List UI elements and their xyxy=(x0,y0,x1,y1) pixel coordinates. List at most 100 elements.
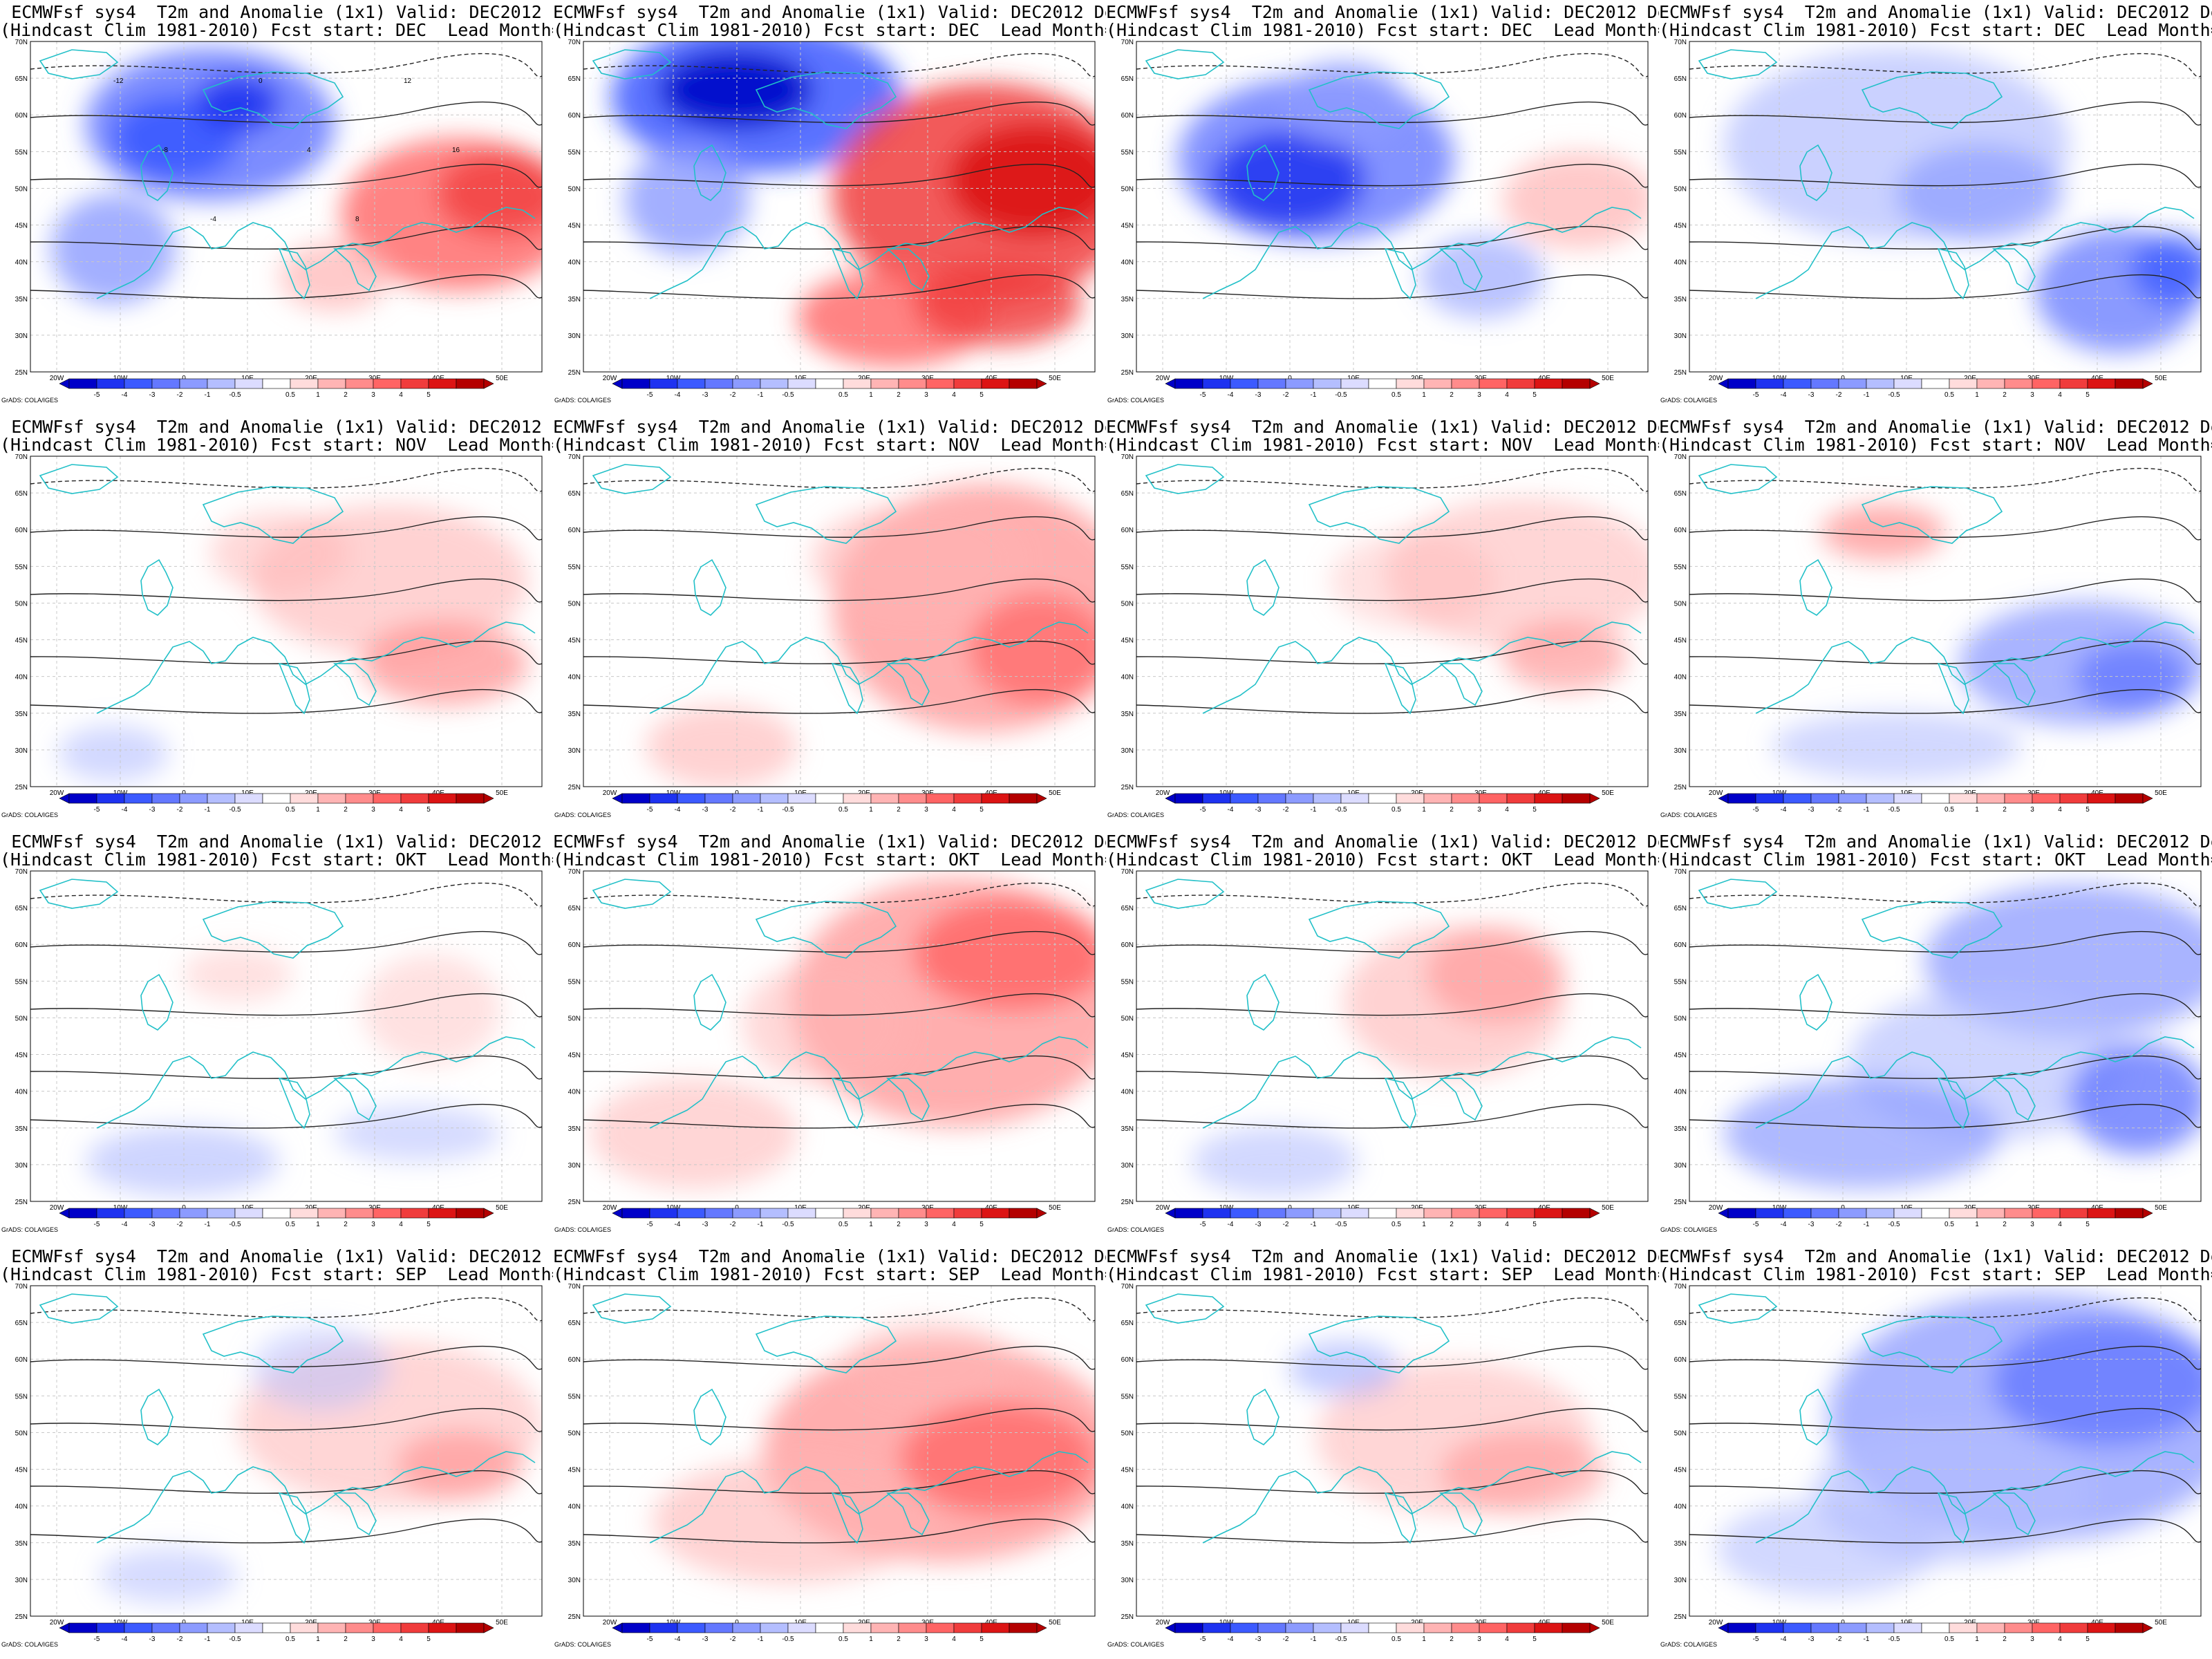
colorbar-swatch xyxy=(207,793,236,804)
colorbar-swatch xyxy=(2087,793,2116,804)
contour-line xyxy=(1136,53,1648,77)
contour-line xyxy=(1689,1407,2201,1432)
temperature-contours xyxy=(1136,882,1648,1129)
colorbar-swatch xyxy=(1285,378,1314,389)
contour-line xyxy=(30,225,542,250)
contour-line xyxy=(30,516,542,541)
colorbar-swatch xyxy=(1506,1622,1535,1633)
colorbar-swatch xyxy=(373,793,402,804)
colorbar-swatch xyxy=(898,793,927,804)
colorbar-swatch xyxy=(760,1622,789,1633)
colorbar-swatch xyxy=(1009,1622,1038,1633)
colorbar-swatch xyxy=(732,1208,761,1219)
coastline xyxy=(1861,486,2003,544)
lat-tick-label: 70N xyxy=(568,453,581,461)
coastline xyxy=(693,1388,727,1445)
colorbar-swatch xyxy=(2004,378,2033,389)
lat-tick-label: 40N xyxy=(15,259,28,267)
anomaly-blob xyxy=(196,76,279,131)
coastline xyxy=(96,621,536,714)
colorbar-tick-label: -3 xyxy=(1255,1635,1262,1643)
contour-line xyxy=(583,1518,1095,1544)
colorbar-tick-label: 3 xyxy=(2030,391,2034,399)
colorbar-tick-label: 4 xyxy=(952,391,956,399)
colorbar-tick-label: -1 xyxy=(1864,806,1870,814)
coastline xyxy=(755,486,897,544)
colorbar-swatch xyxy=(953,1622,982,1633)
lat-tick-label: 40N xyxy=(1674,674,1687,682)
anomaly-blob xyxy=(182,947,293,1002)
map-area xyxy=(30,871,542,1201)
map-area xyxy=(583,41,1095,372)
lat-tick-label: 25N xyxy=(15,784,28,791)
lat-tick-label: 45N xyxy=(1121,1467,1134,1474)
colorbar-swatch xyxy=(1866,1208,1895,1219)
colorbar-tick-label: 0.5 xyxy=(1944,806,1954,814)
colorbar-tick-label: 4 xyxy=(952,806,956,814)
colorbar-swatch xyxy=(704,378,733,389)
colorbar-swatch xyxy=(815,378,844,389)
graticule xyxy=(1689,871,2201,1201)
colorbar-swatch xyxy=(2087,378,2116,389)
colorbar-swatch xyxy=(815,793,844,804)
coastline xyxy=(1202,621,1642,714)
colorbar-tick-label: -3 xyxy=(1255,1221,1262,1228)
coastline xyxy=(1698,464,1778,494)
panel-title-line2: (Hindcast Clim 1981-2010) Fcst start: SE… xyxy=(553,1264,1106,1284)
lat-tick-label: 60N xyxy=(15,527,28,534)
colorbar-tick-label: 1 xyxy=(1975,1635,1979,1643)
anomaly-blob xyxy=(646,705,798,787)
lat-tick-label: 50N xyxy=(15,1015,28,1022)
colorbar-tick-label: 3 xyxy=(924,391,928,399)
anomaly-blob xyxy=(1994,1320,2201,1445)
colorbar-swatch xyxy=(2059,378,2088,389)
colorbar-swatch xyxy=(234,1622,263,1633)
colorbar-tick-label: -5 xyxy=(647,1221,653,1228)
anomaly-map: 70N 65N 60N 55N 50N 45N 40N 35N 30N 25N 20W 10W 0 10E… xyxy=(568,39,1096,399)
anomaly-blob xyxy=(438,152,542,235)
colorbar: -5 -4 -3 -2 -1 -0.5 0.5 1 2 3 4 5 xyxy=(612,1208,1047,1228)
anomaly-map: 70N 65N 60N 55N 50N 45N 40N 35N 30N 25N 20W 10W 0 10E… xyxy=(1674,1283,2202,1643)
colorbar-tick-label: -4 xyxy=(675,1221,681,1228)
colorbar-swatch xyxy=(1893,793,1922,804)
colorbar-swatch xyxy=(1783,793,1812,804)
lon-tick-label: 50E xyxy=(2155,375,2167,382)
colorbar-swatch xyxy=(870,378,899,389)
forecast-panel: ECMWFsf sys4 T2m and Anomalie (1x1) Vali… xyxy=(1659,0,2212,415)
colorbar-swatch xyxy=(1423,378,1452,389)
colorbar-tick-label: -4 xyxy=(1228,806,1234,814)
colorbar-swatch xyxy=(1866,793,1895,804)
colorbar-swatch xyxy=(1562,793,1591,804)
anomaly-map: 70N 65N 60N 55N 50N 45N 40N 35N 30N 25N 20W 10W 0 10E… xyxy=(1121,1283,1649,1643)
lat-tick-label: 45N xyxy=(568,223,581,230)
lon-tick-label: 10E xyxy=(241,789,254,797)
anomaly-shading xyxy=(646,484,1095,787)
colorbar: -5 -4 -3 -2 -1 -0.5 0.5 1 2 3 4 5 xyxy=(59,378,494,399)
panel-title-line2: (Hindcast Clim 1981-2010) Fcst start: NO… xyxy=(553,435,1106,455)
lon-tick-label: 20E xyxy=(305,1619,317,1627)
colorbar-tick-label: -1 xyxy=(1311,1635,1317,1643)
lat-tick-label: 35N xyxy=(568,296,581,303)
map-area xyxy=(583,1286,1095,1616)
contour-line xyxy=(583,516,1095,541)
colorbar-swatch xyxy=(981,793,1010,804)
lon-tick-label: 30E xyxy=(2027,789,2040,797)
lat-tick-label: 65N xyxy=(568,1320,581,1327)
lat-tick-label: 40N xyxy=(568,1503,581,1511)
map-area xyxy=(583,871,1095,1201)
colorbar-tick-label: -1 xyxy=(205,391,211,399)
colorbar-swatch xyxy=(1423,1208,1452,1219)
lon-tick-label: 20W xyxy=(603,1619,617,1627)
colorbar-tick-label: 3 xyxy=(371,1221,375,1228)
lat-tick-label: 25N xyxy=(1121,1199,1134,1206)
lon-tick-label: 10E xyxy=(1347,375,1360,382)
coastline xyxy=(1799,559,1833,616)
graticule xyxy=(30,456,542,787)
colorbar-swatch xyxy=(290,1208,319,1219)
lat-tick-label: 70N xyxy=(1674,39,1687,46)
colorbar-swatch xyxy=(234,1208,263,1219)
graticule xyxy=(1136,41,1648,372)
anomaly-blob xyxy=(58,726,169,781)
coastline xyxy=(96,1036,536,1129)
colorbar-swatch xyxy=(1009,378,1038,389)
